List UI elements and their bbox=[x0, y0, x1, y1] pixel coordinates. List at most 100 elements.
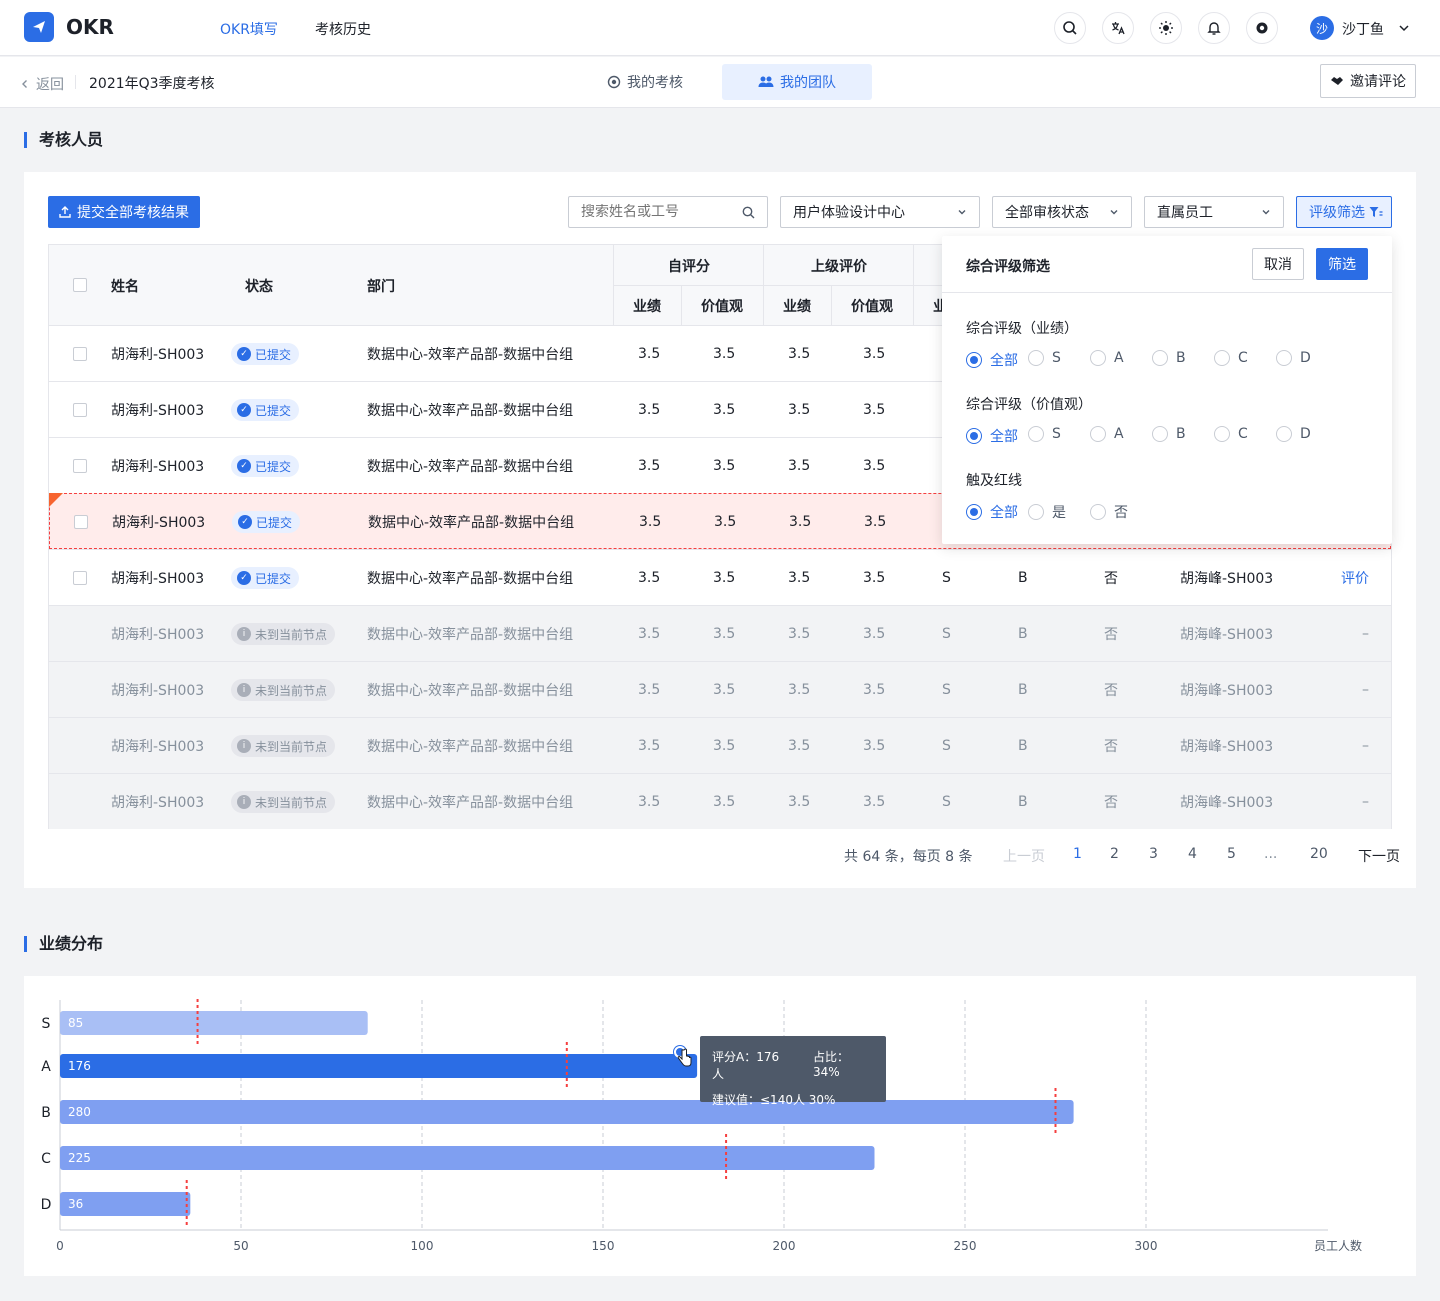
filter-radio[interactable]: D bbox=[1276, 350, 1311, 366]
table-row[interactable]: 胡海利-SH003 i 未到当前节点 数据中心-效率产品部-数据中台组 3.5 3.5 3.… bbox=[49, 605, 1391, 661]
check-circle-icon: ✓ bbox=[237, 347, 251, 361]
cell-leader-value: 3.5 bbox=[863, 682, 886, 698]
table-row[interactable]: 胡海利-SH003 ✓ 已提交 数据中心-效率产品部-数据中台组 3.5 3.5 3.5 3.… bbox=[49, 549, 1391, 605]
tab-my-review[interactable]: 我的考核 bbox=[570, 64, 720, 100]
filter-radio[interactable]: 是 bbox=[1028, 502, 1066, 522]
bar[interactable] bbox=[60, 1011, 368, 1035]
check-circle-icon: ✓ bbox=[237, 403, 251, 417]
filter-radio[interactable]: S bbox=[1028, 350, 1061, 366]
cell-leader-perf: 3.5 bbox=[788, 458, 811, 474]
page-4-button[interactable]: 4 bbox=[1188, 846, 1197, 862]
user-name[interactable]: 沙丁鱼 bbox=[1342, 22, 1384, 38]
filter-radio[interactable]: 全部 bbox=[966, 350, 1018, 370]
status-badge: i 未到当前节点 bbox=[231, 791, 336, 813]
page-20-button[interactable]: 20 bbox=[1310, 846, 1328, 862]
cell-grade-perf: S bbox=[942, 626, 951, 642]
row-checkbox[interactable] bbox=[74, 515, 88, 529]
next-page-button[interactable]: 下一页 bbox=[1358, 849, 1400, 865]
page-title: 2021年Q3季度考核 bbox=[89, 76, 215, 92]
filter-radio[interactable]: C bbox=[1214, 426, 1248, 442]
chevron-down-icon bbox=[1110, 210, 1118, 215]
avatar[interactable]: 沙 bbox=[1310, 16, 1334, 40]
rating-filter-button[interactable]: 评级筛选 bbox=[1296, 196, 1392, 228]
bell-icon[interactable] bbox=[1198, 12, 1230, 44]
row-checkbox[interactable] bbox=[73, 459, 87, 473]
page-5-button[interactable]: 5 bbox=[1227, 846, 1236, 862]
table-row[interactable]: 胡海利-SH003 i 未到当前节点 数据中心-效率产品部-数据中台组 3.5 3.5 3.… bbox=[49, 717, 1391, 773]
prev-page-button[interactable]: 上一页 bbox=[1003, 849, 1045, 865]
dept-select[interactable]: 用户体验设计中心 bbox=[780, 196, 980, 228]
chevron-down-icon[interactable] bbox=[1398, 22, 1410, 38]
search-input[interactable] bbox=[568, 196, 768, 228]
nav-review-history[interactable]: 考核历史 bbox=[315, 22, 371, 38]
row-checkbox[interactable] bbox=[73, 403, 87, 417]
performance-bar-chart: 0 50 100 150 200 250 300 员工人数 S 85 A 176 B 280 C 225 D 36 bbox=[41, 999, 1362, 1253]
tooltip-count: 评分A：176人 bbox=[712, 1050, 780, 1081]
page-2-button[interactable]: 2 bbox=[1110, 846, 1119, 862]
filter-radio[interactable]: 否 bbox=[1090, 502, 1128, 522]
tab-my-team[interactable]: 我的团队 bbox=[722, 64, 872, 100]
distribution-card: 0 50 100 150 200 250 300 员工人数 S 85 A 176 B 280 C 225 D 36 bbox=[24, 976, 1416, 1276]
back-label: 返回 bbox=[36, 77, 64, 93]
status-text: 未到当前节点 bbox=[255, 627, 328, 642]
review-link[interactable]: 评价 bbox=[1341, 571, 1369, 587]
bar[interactable] bbox=[60, 1100, 1074, 1124]
filter-radio[interactable]: A bbox=[1090, 426, 1124, 442]
info-icon: i bbox=[237, 683, 251, 697]
cell-dept: 数据中心-效率产品部-数据中台组 bbox=[367, 795, 574, 811]
bar[interactable] bbox=[60, 1192, 191, 1216]
select-all-checkbox[interactable] bbox=[73, 278, 87, 292]
chart-tooltip: 评分A：176人 占比：34% 建议值：≤140人 30% bbox=[700, 1036, 886, 1107]
radio-label: B bbox=[1176, 350, 1186, 366]
x-axis-label: 员工人数 bbox=[1314, 1238, 1362, 1253]
submit-all-button[interactable]: 提交全部考核结果 bbox=[48, 196, 200, 228]
theme-sun-icon[interactable] bbox=[1150, 12, 1182, 44]
cell-leader-value: 3.5 bbox=[863, 794, 886, 810]
back-link[interactable]: 返回 bbox=[20, 74, 64, 94]
status-cell: ✓ 已提交 bbox=[232, 494, 301, 550]
status-select[interactable]: 全部审核状态 bbox=[992, 196, 1132, 228]
gear-icon[interactable] bbox=[1246, 12, 1278, 44]
category-label: S bbox=[42, 1016, 51, 1032]
invite-comment-button[interactable]: 邀请评论 bbox=[1320, 64, 1416, 98]
chevron-down-icon bbox=[1262, 210, 1270, 215]
status-text: 未到当前节点 bbox=[255, 683, 328, 698]
cell-leader-perf: 3.5 bbox=[789, 514, 812, 530]
cell-self-perf: 3.5 bbox=[639, 514, 662, 530]
page-3-button[interactable]: 3 bbox=[1149, 846, 1158, 862]
cell-leader-value: 3.5 bbox=[863, 458, 886, 474]
filter-radio[interactable]: C bbox=[1214, 350, 1248, 366]
confirm-filter-button[interactable]: 筛选 bbox=[1316, 248, 1368, 280]
okr-logo-icon[interactable] bbox=[24, 12, 54, 42]
filter-radio[interactable]: B bbox=[1152, 350, 1186, 366]
table-row[interactable]: 胡海利-SH003 i 未到当前节点 数据中心-效率产品部-数据中台组 3.5 3.5 3.… bbox=[49, 661, 1391, 717]
cancel-button[interactable]: 取消 bbox=[1252, 248, 1304, 280]
filter-radio[interactable]: 全部 bbox=[966, 502, 1018, 522]
bar[interactable] bbox=[60, 1054, 698, 1078]
cell-grade-value: B bbox=[1018, 626, 1028, 642]
popover-title: 综合评级筛选 bbox=[966, 259, 1050, 275]
bar[interactable] bbox=[60, 1146, 875, 1170]
col-self-score: 自评分 bbox=[668, 259, 710, 275]
cell-redline: 否 bbox=[1104, 627, 1118, 643]
cell-self-value: 3.5 bbox=[713, 738, 736, 754]
filter-radio[interactable]: D bbox=[1276, 426, 1311, 442]
search-field[interactable] bbox=[581, 204, 731, 220]
cell-name: 胡海利-SH003 bbox=[111, 627, 205, 643]
translate-icon[interactable] bbox=[1102, 12, 1134, 44]
filter-radio[interactable]: S bbox=[1028, 426, 1061, 442]
status-badge: ✓ 已提交 bbox=[231, 399, 300, 421]
nav-okr-fill[interactable]: OKR填写 bbox=[220, 22, 278, 38]
filter-radio[interactable]: A bbox=[1090, 350, 1124, 366]
search-icon[interactable] bbox=[1054, 12, 1086, 44]
scope-select[interactable]: 直属员工 bbox=[1144, 196, 1284, 228]
filter-radio[interactable]: 全部 bbox=[966, 426, 1018, 446]
flag-corner-icon bbox=[49, 493, 63, 507]
cell-self-value: 3.5 bbox=[713, 458, 736, 474]
row-checkbox[interactable] bbox=[73, 571, 87, 585]
page-ellipsis: ... bbox=[1264, 846, 1278, 862]
table-row[interactable]: 胡海利-SH003 i 未到当前节点 数据中心-效率产品部-数据中台组 3.5 3.5 3.… bbox=[49, 773, 1391, 829]
filter-radio[interactable]: B bbox=[1152, 426, 1186, 442]
row-checkbox[interactable] bbox=[73, 347, 87, 361]
page-1-button[interactable]: 1 bbox=[1073, 846, 1082, 862]
